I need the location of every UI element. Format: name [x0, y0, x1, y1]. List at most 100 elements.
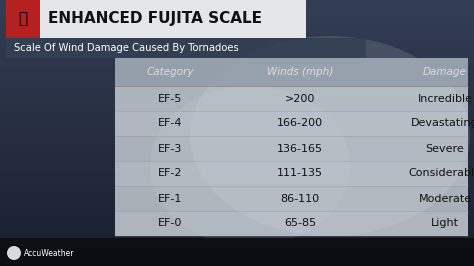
Bar	[0, 238, 474, 241]
Bar	[0, 135, 474, 137]
Bar	[0, 55, 474, 57]
Bar	[6, 38, 366, 58]
Bar	[0, 181, 474, 184]
Bar	[0, 256, 474, 258]
Text: ENHANCED FUJITA SCALE: ENHANCED FUJITA SCALE	[48, 10, 262, 26]
Text: 65-85: 65-85	[284, 218, 316, 228]
Text: 136-165: 136-165	[277, 143, 323, 153]
Bar	[0, 155, 474, 157]
Bar	[0, 11, 474, 13]
Text: 166-200: 166-200	[277, 118, 323, 128]
Bar	[0, 253, 474, 255]
Bar	[0, 246, 474, 249]
Bar	[0, 245, 474, 247]
Bar	[0, 217, 474, 219]
Bar	[0, 100, 474, 102]
Bar	[0, 101, 474, 104]
Text: Winds (mph): Winds (mph)	[267, 67, 333, 77]
Text: Considerable: Considerable	[409, 168, 474, 178]
Bar	[0, 147, 474, 149]
Bar	[0, 115, 474, 117]
Bar	[0, 95, 474, 97]
Bar	[0, 218, 474, 221]
Bar	[0, 196, 474, 198]
Text: Devastating: Devastating	[411, 118, 474, 128]
Bar	[0, 103, 474, 105]
Bar	[0, 152, 474, 154]
Bar	[0, 254, 474, 257]
Bar	[0, 229, 474, 231]
Bar	[0, 132, 474, 134]
Bar	[0, 225, 474, 227]
Bar	[0, 117, 474, 120]
Bar	[0, 44, 474, 47]
Bar	[0, 221, 474, 223]
Bar	[0, 168, 474, 170]
Bar	[0, 67, 474, 69]
Bar	[0, 222, 474, 225]
Bar	[0, 204, 474, 206]
Bar	[0, 4, 474, 7]
Bar	[0, 2, 474, 4]
Bar	[0, 0, 474, 3]
Bar	[0, 202, 474, 205]
Bar	[6, 0, 40, 38]
Bar	[0, 172, 474, 174]
Bar	[0, 188, 474, 190]
Bar	[0, 136, 474, 138]
Text: AccuWeather: AccuWeather	[24, 248, 74, 257]
Bar	[0, 214, 474, 217]
Bar	[0, 258, 474, 261]
Bar	[0, 57, 474, 60]
Bar	[0, 192, 474, 194]
Bar	[0, 236, 474, 238]
Bar	[0, 176, 474, 178]
Bar	[40, 0, 306, 38]
Bar	[0, 79, 474, 81]
Bar	[0, 38, 474, 40]
Text: Scale Of Wind Damage Caused By Tornadoes: Scale Of Wind Damage Caused By Tornadoes	[14, 43, 239, 53]
Bar	[0, 257, 474, 259]
Bar	[0, 264, 474, 266]
Bar	[0, 234, 474, 237]
Bar	[0, 73, 474, 76]
Bar	[0, 246, 474, 266]
Bar	[0, 248, 474, 250]
Bar	[0, 93, 474, 96]
Bar	[0, 213, 474, 215]
Text: EF-0: EF-0	[158, 218, 182, 228]
Text: EF-3: EF-3	[158, 143, 182, 153]
Bar	[0, 112, 474, 114]
Bar	[0, 85, 474, 88]
Bar	[0, 36, 474, 39]
Bar	[0, 164, 474, 166]
Bar	[0, 15, 474, 17]
Bar	[0, 72, 474, 74]
Bar	[0, 7, 474, 9]
Bar	[0, 124, 474, 126]
Bar	[0, 151, 474, 153]
Bar	[0, 194, 474, 197]
Bar	[0, 32, 474, 35]
Bar	[0, 167, 474, 169]
Text: EF-4: EF-4	[158, 118, 182, 128]
Bar	[0, 23, 474, 25]
Bar	[0, 69, 474, 72]
Bar	[0, 53, 474, 56]
Bar	[0, 45, 474, 48]
Bar	[0, 81, 474, 84]
Text: 111-135: 111-135	[277, 168, 323, 178]
Bar	[0, 24, 474, 27]
Bar	[0, 59, 474, 61]
Bar	[0, 84, 474, 86]
Bar	[0, 197, 474, 200]
Bar	[0, 133, 474, 136]
Bar	[0, 87, 474, 89]
Bar	[0, 131, 474, 133]
Bar	[0, 185, 474, 188]
Bar	[0, 182, 474, 185]
Bar	[0, 232, 474, 234]
Bar	[0, 145, 474, 148]
Bar	[0, 92, 474, 94]
Bar	[0, 141, 474, 144]
